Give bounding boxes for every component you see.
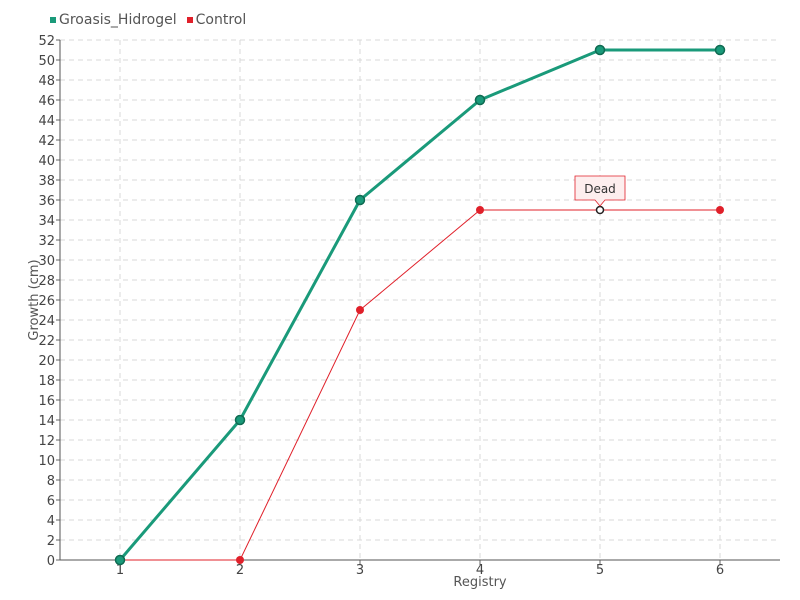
y-tick-label: 26 bbox=[38, 294, 55, 309]
y-tick-label: 36 bbox=[38, 194, 55, 209]
y-tick-label: 52 bbox=[38, 34, 55, 49]
x-axis-title: Registry bbox=[453, 575, 507, 590]
y-tick-label: 46 bbox=[38, 94, 55, 109]
series-line-control bbox=[120, 209, 720, 561]
x-tick-label: 5 bbox=[596, 563, 604, 578]
data-point-groasis_hidrogel[interactable] bbox=[594, 44, 606, 56]
y-tick-label: 48 bbox=[38, 74, 55, 89]
y-tick-label: 14 bbox=[38, 414, 55, 429]
x-tick-label: 3 bbox=[356, 563, 364, 578]
data-point-groasis_hidrogel[interactable] bbox=[714, 44, 726, 56]
data-point-control[interactable] bbox=[356, 306, 364, 314]
y-tick-label: 44 bbox=[38, 114, 55, 129]
y-tick-label: 50 bbox=[38, 54, 55, 69]
y-tick-label: 38 bbox=[38, 174, 55, 189]
x-tick-label: 4 bbox=[476, 563, 484, 578]
x-tick-label: 6 bbox=[716, 563, 724, 578]
annotation-label: Dead bbox=[584, 182, 616, 196]
annotation-marker[interactable] bbox=[595, 205, 605, 215]
y-axis-title: Growth (cm) bbox=[27, 259, 42, 340]
y-tick-label: 18 bbox=[38, 374, 55, 389]
data-point-groasis_hidrogel[interactable] bbox=[354, 194, 366, 206]
y-tick-label: 12 bbox=[38, 434, 55, 449]
y-tick-label: 42 bbox=[38, 134, 55, 149]
y-tick-label: 28 bbox=[38, 274, 55, 289]
y-tick-label: 30 bbox=[38, 254, 55, 269]
data-point-groasis_hidrogel[interactable] bbox=[234, 414, 246, 426]
legend-item-control[interactable]: Control bbox=[186, 12, 247, 28]
y-tick-label: 32 bbox=[38, 234, 55, 249]
y-tick-label: 4 bbox=[47, 514, 55, 529]
y-tick-label: 40 bbox=[38, 154, 55, 169]
y-tick-label: 22 bbox=[38, 334, 55, 349]
data-point-groasis_hidrogel[interactable] bbox=[114, 554, 126, 566]
legend-swatch-groasis bbox=[50, 17, 56, 23]
series-line-groasis_hidrogel bbox=[118, 48, 720, 561]
legend-item-groasis[interactable]: Groasis_Hidrogel bbox=[50, 12, 177, 28]
y-tick-label: 8 bbox=[47, 474, 55, 489]
data-point-control[interactable] bbox=[476, 206, 484, 214]
legend: Groasis_Hidrogel Control bbox=[50, 12, 246, 28]
x-tick-label: 2 bbox=[236, 563, 244, 578]
y-tick-label: 20 bbox=[38, 354, 55, 369]
legend-swatch-control bbox=[186, 17, 193, 23]
y-tick-label: 34 bbox=[38, 214, 55, 229]
y-tick-label: 0 bbox=[47, 554, 55, 569]
annotation-box bbox=[574, 175, 626, 207]
data-point-control[interactable] bbox=[716, 206, 724, 214]
data-point-control[interactable] bbox=[236, 556, 244, 564]
y-tick-label: 6 bbox=[47, 494, 55, 509]
legend-label-groasis: Groasis_Hidrogel bbox=[59, 12, 177, 28]
y-tick-label: 16 bbox=[38, 394, 55, 409]
data-point-groasis_hidrogel[interactable] bbox=[474, 94, 486, 106]
y-tick-label: 10 bbox=[38, 454, 55, 469]
y-tick-label: 24 bbox=[38, 314, 55, 329]
y-tick-label: 2 bbox=[47, 534, 55, 549]
legend-label-control: Control bbox=[195, 12, 247, 28]
x-tick-label: 1 bbox=[116, 563, 124, 578]
